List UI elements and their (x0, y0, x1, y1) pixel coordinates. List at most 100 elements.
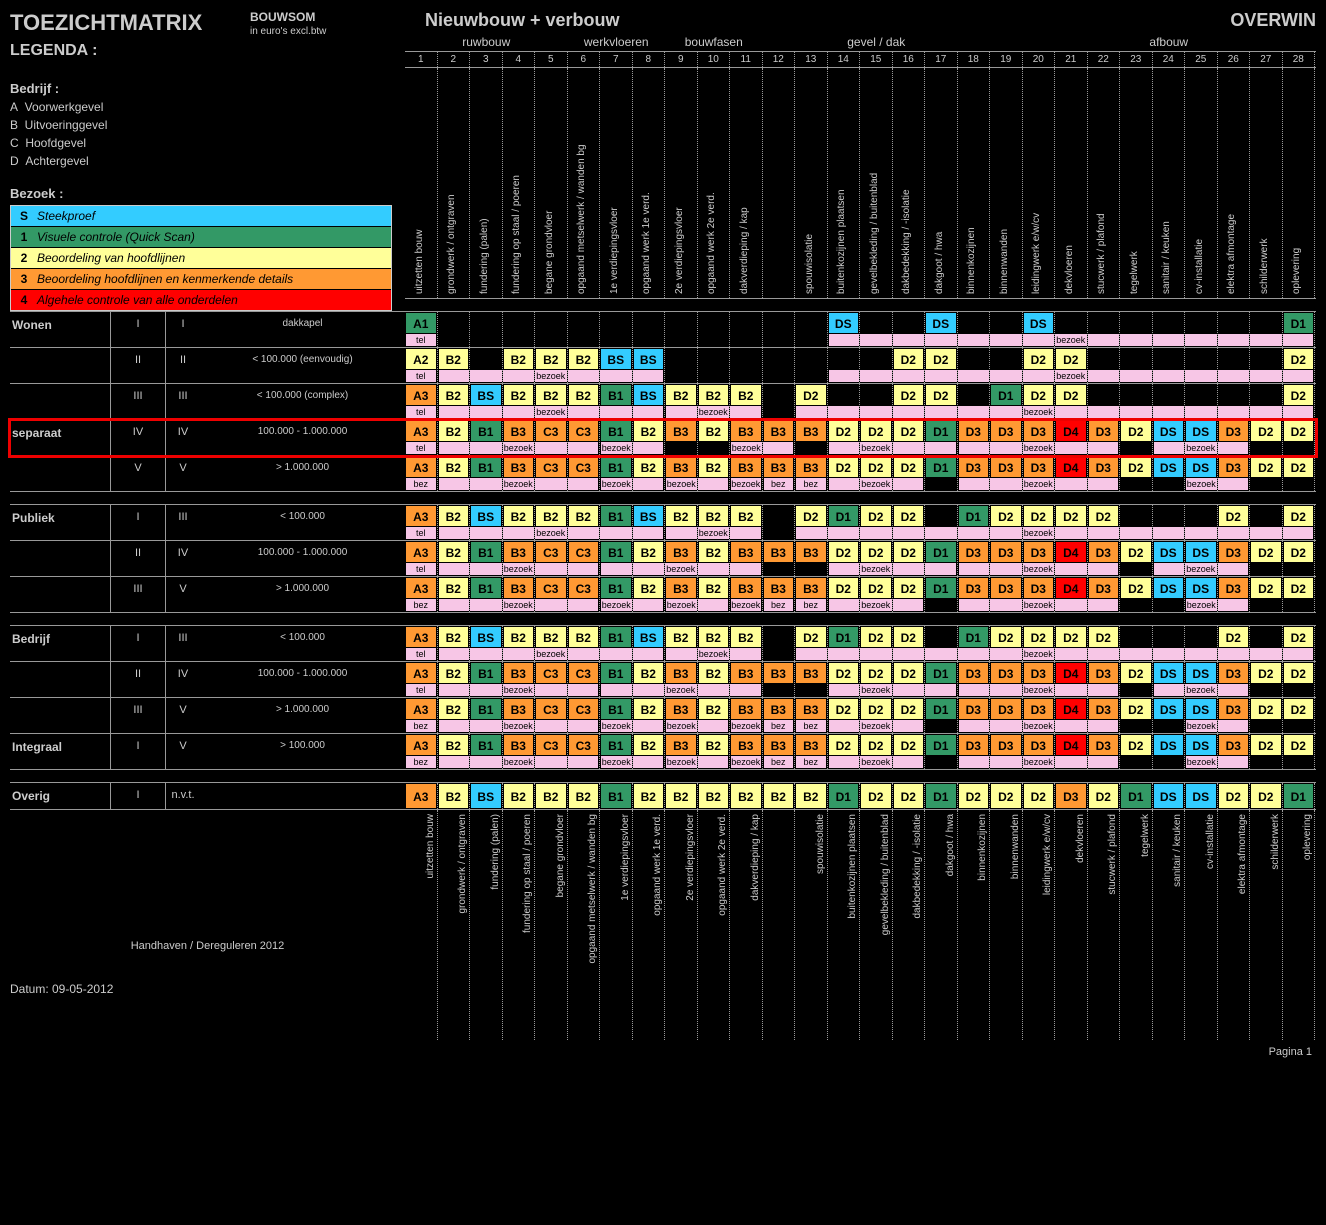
title-right: OVERWIN (1230, 10, 1316, 31)
matrix-cell: D2 (893, 783, 926, 809)
matrix-cell: B2 (438, 662, 471, 697)
matrix-cell: D2 (1023, 783, 1056, 809)
matrix-cell: D2 (1088, 626, 1121, 661)
matrix-cell: D2 (1283, 541, 1316, 576)
matrix-cell: B3 bez (795, 698, 828, 733)
footer-page: Pagina 1 (405, 1040, 1316, 1058)
matrix-cell: D1 (1120, 783, 1153, 809)
matrix-cell: C3 (568, 698, 601, 733)
matrix-cell: D2 (1250, 698, 1283, 733)
matrix-cell: D2 (1088, 783, 1121, 809)
matrix-cell: B2 bezoek (698, 384, 731, 419)
matrix-cell: B3 bezoek (503, 541, 536, 576)
matrix-cell: C3 (535, 698, 568, 733)
matrix-cell: D2 (1250, 662, 1283, 697)
matrix-cell: D4 (1055, 698, 1088, 733)
matrix-cell: D3 (958, 420, 991, 455)
matrix-cell: D2 (893, 456, 926, 491)
matrix-cell: D3 (990, 662, 1023, 697)
matrix-cell (1088, 384, 1121, 419)
matrix-cell: B1 (600, 505, 633, 540)
matrix-cell: B3 bezoek (503, 577, 536, 612)
matrix-cell: C3 (568, 541, 601, 576)
matrix-cell: BS (470, 505, 503, 540)
matrix-cell: D3 (1218, 541, 1251, 576)
matrix-cell: B2 (698, 541, 731, 576)
matrix-cell: B1 (600, 783, 633, 809)
matrix-cell (633, 312, 666, 347)
matrix-cell: B2 (438, 734, 471, 769)
matrix-cell: B3 (763, 420, 796, 455)
matrix-cell: DS (925, 312, 958, 347)
matrix-cell (763, 505, 796, 540)
matrix-cell: B3 (795, 420, 828, 455)
matrix-cell: D2 (1120, 577, 1153, 612)
matrix-cell: D1 (828, 505, 861, 540)
matrix-cell: bezoek (1055, 312, 1088, 347)
matrix-cell: DS (1153, 662, 1186, 697)
matrix-cell: C3 (535, 662, 568, 697)
matrix-cell: B2 (503, 348, 536, 383)
matrix-cell: B3 bez (763, 734, 796, 769)
matrix-cell: D3 (958, 456, 991, 491)
matrix-cell: B3 bez (795, 456, 828, 491)
matrix-cell: B1 (470, 456, 503, 491)
matrix-cell: BS (470, 626, 503, 661)
matrix-cell (763, 312, 796, 347)
matrix-cell: D3 (990, 577, 1023, 612)
matrix-row: IIIV> 1.000.000 A3 bez B2 B1 B3 bezoek C… (10, 577, 1316, 613)
matrix-cell: B3 bezoek (730, 420, 763, 455)
matrix-cell: D3 bezoek (1023, 698, 1056, 733)
matrix-cell: D2 (795, 384, 828, 419)
matrix-cell: B2 (438, 384, 471, 419)
matrix-cell (1250, 312, 1283, 347)
matrix-body: WonenIIdakkapel A1 tel (10, 311, 1316, 810)
matrix-cell: D2 (925, 348, 958, 383)
matrix-cell: B2 (503, 505, 536, 540)
matrix-cell (990, 312, 1023, 347)
matrix-cell: B3 bez (763, 456, 796, 491)
matrix-cell: D2 (860, 626, 893, 661)
matrix-cell (795, 312, 828, 347)
matrix-cell: B2 (438, 783, 471, 809)
matrix-cell: BS (470, 384, 503, 419)
matrix-cell: D2 (860, 505, 893, 540)
matrix-cell: D2 (1283, 456, 1316, 491)
matrix-cell: D2 (828, 541, 861, 576)
matrix-cell: D2 (1283, 505, 1316, 540)
matrix-cell: B1 (470, 698, 503, 733)
matrix-cell: DS bezoek (1185, 662, 1218, 697)
matrix-cell: B3 (665, 420, 698, 455)
matrix-cell (503, 312, 536, 347)
matrix-cell: D2 (893, 626, 926, 661)
matrix-cell: B2 (698, 577, 731, 612)
matrix-cell: D2 (1283, 577, 1316, 612)
matrix-cell: D2 (1283, 626, 1316, 661)
matrix-cell: D2 (1250, 456, 1283, 491)
matrix-cell: D2 (893, 348, 926, 383)
matrix-cell (730, 348, 763, 383)
matrix-cell: A1 tel (405, 312, 438, 347)
matrix-cell (828, 348, 861, 383)
matrix-cell: D2 bezoek (1023, 384, 1056, 419)
legend-row: SSteekproef (11, 206, 391, 227)
matrix-cell: B1 (470, 577, 503, 612)
matrix-cell: B3 bezoek (730, 734, 763, 769)
matrix-cell: B3 bezoek (503, 456, 536, 491)
matrix-cell: B2 (730, 783, 763, 809)
matrix-cell: A3 tel (405, 541, 438, 576)
matrix-cell (893, 312, 926, 347)
matrix-cell: B2 (633, 541, 666, 576)
matrix-cell (860, 312, 893, 347)
matrix-cell: B2 (568, 384, 601, 419)
matrix-cell (795, 348, 828, 383)
matrix-cell: D2 bezoek (1023, 626, 1056, 661)
matrix-cell: D2 bezoek (860, 456, 893, 491)
matrix-cell: D2 (1055, 505, 1088, 540)
matrix-cell: D3 (990, 734, 1023, 769)
matrix-cell: B2 (438, 577, 471, 612)
matrix-cell: C3 (568, 420, 601, 455)
matrix-cell: DS bezoek (1185, 734, 1218, 769)
matrix-cell (1120, 626, 1153, 661)
matrix-cell: B3 (763, 662, 796, 697)
